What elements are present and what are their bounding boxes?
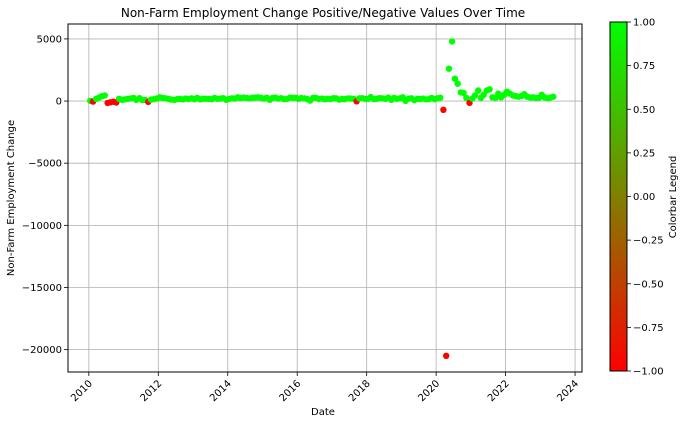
y-tick-label: −10000 xyxy=(22,221,62,232)
data-point xyxy=(437,94,444,101)
y-tick-label: 5000 xyxy=(37,34,62,45)
y-axis-ticks: 5000 0 −5000 −10000 −15000 −20000 xyxy=(22,34,68,356)
data-point xyxy=(451,75,459,82)
y-tick-label: −20000 xyxy=(22,345,62,356)
chart-title: Non-Farm Employment Change Positive/Nega… xyxy=(121,6,525,20)
grid-lines xyxy=(68,24,582,372)
colorbar xyxy=(609,21,628,372)
x-tick-label: 2012 xyxy=(139,378,165,404)
y-tick-label: −15000 xyxy=(22,283,62,294)
x-tick-label: 2018 xyxy=(347,378,373,404)
colorbar-tick-label: −1.00 xyxy=(633,367,664,378)
colorbar-tick-label: 0.25 xyxy=(633,148,655,159)
colorbar-tick-label: −0.75 xyxy=(633,323,664,334)
data-point xyxy=(101,92,109,99)
x-axis-ticks: 2010 2012 2014 2016 2018 2020 2022 2024 xyxy=(69,372,581,404)
x-tick-label: 2016 xyxy=(278,378,304,404)
plot-frame xyxy=(67,23,583,373)
colorbar-tick-label: 0.00 xyxy=(633,192,655,203)
x-tick-label: 2020 xyxy=(416,378,442,404)
colorbar-tick-label: −0.50 xyxy=(633,279,664,290)
data-point xyxy=(460,89,467,97)
data-point xyxy=(443,352,450,359)
colorbar-ticks: 1.00 0.75 0.50 0.25 0.00 −0.25 −0.50 −0.75 −1.00 xyxy=(627,18,664,378)
data-point xyxy=(463,94,470,102)
x-tick-label: 2014 xyxy=(208,378,234,404)
data-point xyxy=(445,65,453,72)
data-point xyxy=(475,87,482,94)
colorbar-label: Colorbar Legend xyxy=(668,156,679,239)
x-axis-label: Date xyxy=(311,407,335,418)
colorbar-tick-label: 1.00 xyxy=(633,18,655,29)
data-point xyxy=(440,106,447,114)
colorbar-tick-label: −0.25 xyxy=(633,236,664,247)
data-point xyxy=(454,80,461,87)
data-point xyxy=(550,93,557,100)
x-tick-label: 2024 xyxy=(555,378,581,404)
data-point xyxy=(471,92,479,99)
y-tick-label: −5000 xyxy=(28,159,62,170)
y-tick-label: 0 xyxy=(56,97,62,108)
x-tick-label: 2010 xyxy=(69,378,95,404)
x-tick-label: 2022 xyxy=(486,378,512,404)
colorbar-tick-label: 0.75 xyxy=(633,61,655,72)
data-point xyxy=(486,86,493,93)
colorbar-tick-label: 0.50 xyxy=(633,105,655,116)
data-point xyxy=(448,38,456,45)
y-axis-label: Non-Farm Employment Change xyxy=(6,120,17,276)
data-points xyxy=(87,38,557,359)
